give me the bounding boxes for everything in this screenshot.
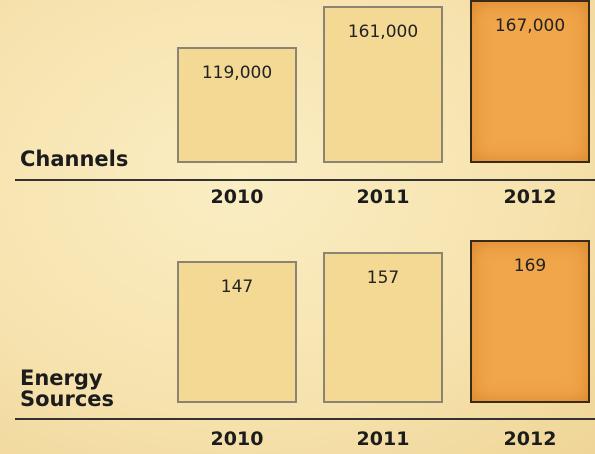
- chart-title: Energy Sources: [20, 366, 115, 411]
- bar: [177, 46, 297, 163]
- axis-line: [15, 179, 595, 181]
- axis-line: [15, 418, 595, 420]
- bar: [470, 240, 590, 403]
- x-tick-label: 2011: [356, 428, 410, 450]
- x-tick-label: 2010: [210, 428, 264, 450]
- x-tick-label: 2011: [356, 186, 410, 208]
- bar: [323, 5, 443, 163]
- x-tick-label: 2010: [210, 186, 264, 208]
- x-tick-label: 2012: [503, 428, 557, 450]
- bar: [470, 0, 590, 163]
- chart-title: Channels: [20, 147, 129, 171]
- bar: [177, 261, 297, 403]
- value-label: 119,000: [201, 62, 273, 83]
- x-tick-label: 2012: [503, 186, 557, 208]
- value-label: 161,000: [347, 21, 419, 42]
- value-label: 157: [366, 267, 400, 288]
- bar: [323, 251, 443, 403]
- value-label: 147: [220, 277, 254, 298]
- value-label: 167,000: [494, 16, 566, 36]
- value-label: 169: [513, 256, 547, 276]
